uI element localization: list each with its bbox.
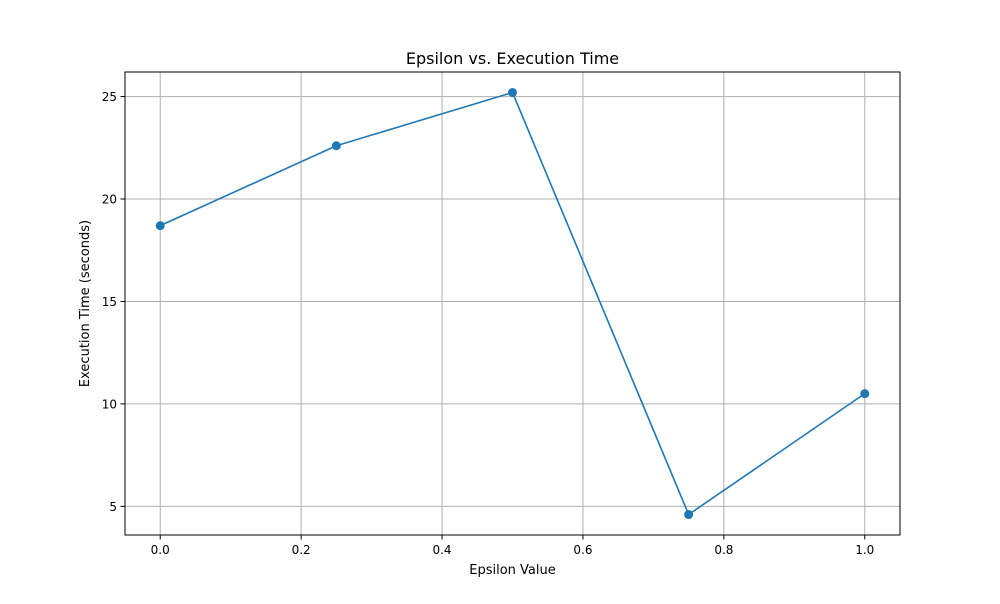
data-point: [508, 87, 517, 97]
x-tick-label: 0.0: [151, 543, 170, 557]
x-axis-ticks: 0.0 0.2 0.4 0.6 0.8 1.0: [151, 535, 874, 557]
y-tick-label: 10: [102, 397, 117, 411]
x-tick-label: 0.4: [432, 543, 451, 557]
y-axis-label: Execution Time (seconds): [78, 220, 93, 387]
data-point: [331, 141, 341, 151]
data-point: [155, 221, 165, 231]
y-tick-label: 20: [102, 193, 117, 207]
y-tick-label: 15: [102, 295, 117, 309]
data-point: [860, 389, 870, 399]
x-tick-label: 0.8: [714, 543, 733, 557]
y-tick-label: 5: [109, 500, 117, 514]
y-tick-label: 25: [102, 90, 117, 104]
data-point: [684, 510, 694, 520]
y-axis-ticks: 5 10 15 20 25: [102, 90, 125, 514]
x-tick-label: 0.6: [573, 543, 592, 557]
chart-title: Epsilon vs. Execution Time: [406, 49, 619, 68]
series-layer: [155, 87, 870, 520]
x-tick-label: 0.2: [292, 543, 311, 557]
x-tick-label: 1.0: [855, 543, 874, 557]
x-axis-label: Epsilon Value: [469, 563, 556, 578]
grid: [125, 72, 900, 535]
plot-area-frame: [124, 71, 901, 536]
